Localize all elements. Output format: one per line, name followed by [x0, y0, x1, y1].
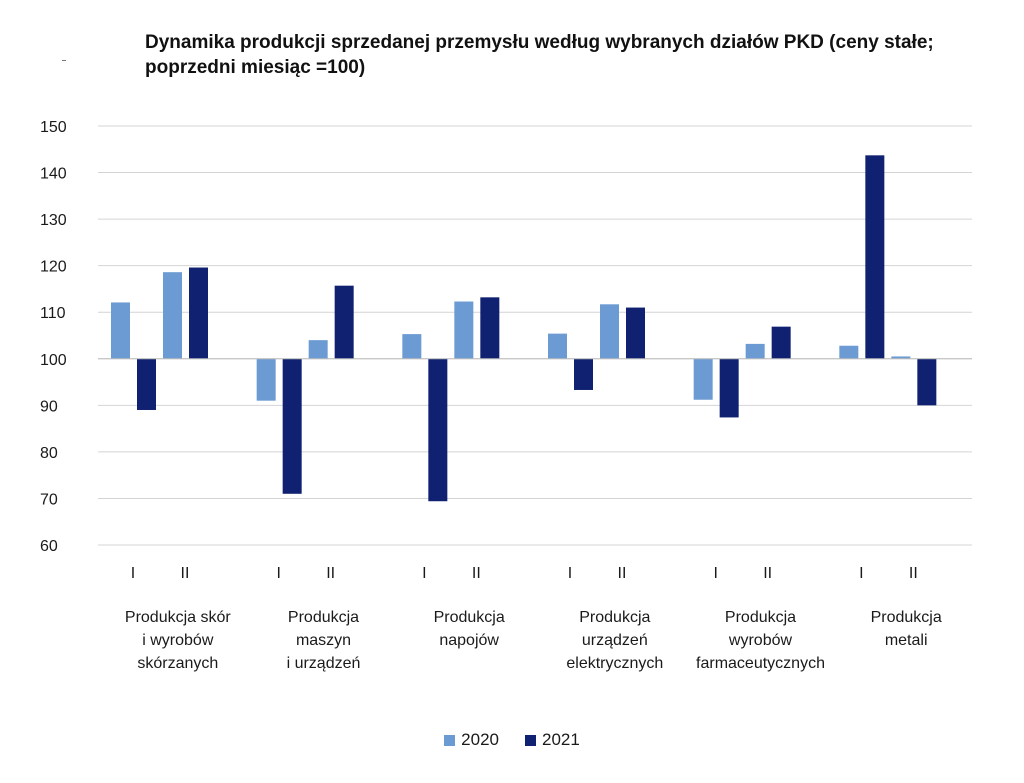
- bar-2020-group5-I: [693, 358, 713, 400]
- category-label-1-line2: i wyrobów: [142, 632, 214, 649]
- month-label-II: II: [618, 565, 627, 582]
- category-label-4-line2: urządzeń: [582, 632, 648, 649]
- bar-2021-group2-I: [282, 358, 302, 494]
- category-label-2-line3: i urządzeń: [287, 655, 361, 672]
- month-label-II: II: [181, 565, 190, 582]
- bar-2020-group1-II: [163, 272, 182, 359]
- month-label-I: I: [276, 565, 280, 582]
- month-label-I: I: [422, 565, 426, 582]
- category-label-6-line1: Produkcja: [871, 609, 942, 626]
- category-label-1-line3: skórzanych: [137, 655, 218, 672]
- category-label-6-line2: metali: [885, 632, 928, 649]
- category-label-5-line3: farmaceutycznych: [696, 655, 825, 672]
- month-label-I: I: [131, 565, 135, 582]
- bar-2021-group1-I: [137, 358, 156, 410]
- category-label-5-line1: Produkcja: [725, 609, 796, 626]
- y-tick-label-130: 130: [40, 212, 67, 229]
- y-tick-label-100: 100: [40, 352, 67, 369]
- y-tick-label-60: 60: [40, 538, 58, 555]
- y-tick-label-140: 140: [40, 166, 67, 183]
- legend-item-2020: 2020: [444, 730, 499, 750]
- y-tick-label-90: 90: [40, 398, 58, 415]
- bar-2021-group2-II: [334, 285, 354, 359]
- month-label-I: I: [568, 565, 572, 582]
- bar-2021-group6-II: [917, 358, 937, 406]
- bar-2020-group3-I: [402, 334, 422, 359]
- bar-2021-group5-I: [719, 358, 739, 418]
- legend-swatch-2021: [525, 734, 536, 746]
- y-tick-label-70: 70: [40, 491, 58, 508]
- category-label-4-line1: Produkcja: [579, 609, 650, 626]
- bar-2020-group2-II: [308, 340, 328, 359]
- bar-2020-group4-I: [548, 333, 567, 359]
- bar-2020-group6-I: [839, 345, 859, 359]
- bar-2021-group3-II: [480, 297, 500, 359]
- y-tick-label-110: 110: [40, 305, 66, 322]
- bar-2021-group3-I: [428, 358, 448, 502]
- category-label-4-line3: elektrycznych: [566, 655, 663, 672]
- y-tick-label-120: 120: [40, 259, 67, 276]
- bar-2020-group2-I: [256, 358, 276, 401]
- category-label-2-line2: maszyn: [296, 632, 351, 649]
- bar-2021-group1-II: [189, 267, 208, 359]
- bar-2020-group1-I: [111, 302, 130, 359]
- legend-swatch-2020: [444, 734, 456, 746]
- category-label-5-line2: wyrobów: [728, 632, 793, 649]
- bar-2021-group5-II: [771, 326, 791, 359]
- bar-2020-group4-II: [600, 304, 619, 359]
- bar-2020-group6-II: [891, 356, 911, 359]
- month-label-I: I: [859, 565, 863, 582]
- month-label-II: II: [763, 565, 772, 582]
- month-label-II: II: [326, 565, 335, 582]
- title-decoration: [62, 60, 66, 61]
- legend: 2020 2021: [0, 730, 1024, 750]
- y-tick-label-150: 150: [40, 119, 67, 136]
- legend-item-2021: 2021: [525, 730, 580, 750]
- category-label-2-line1: Produkcja: [288, 609, 359, 626]
- chart-title: Dynamika produkcji sprzedanej przemysłu …: [145, 32, 934, 78]
- bar-2021-group6-I: [865, 155, 885, 359]
- y-tick-label-80: 80: [40, 445, 58, 462]
- category-label-1-line1: Produkcja skór: [125, 609, 231, 626]
- bar-2020-group3-II: [454, 301, 474, 359]
- bar-2021-group4-I: [574, 358, 593, 390]
- month-label-II: II: [909, 565, 918, 582]
- legend-label-2021: 2021: [542, 730, 580, 749]
- category-label-3-line2: napojów: [439, 632, 499, 649]
- category-label-3-line1: Produkcja: [434, 609, 505, 626]
- month-label-II: II: [472, 565, 481, 582]
- bar-2021-group4-II: [626, 307, 645, 359]
- bar-2020-group5-II: [745, 343, 765, 359]
- month-label-I: I: [713, 565, 717, 582]
- legend-label-2020: 2020: [461, 730, 499, 749]
